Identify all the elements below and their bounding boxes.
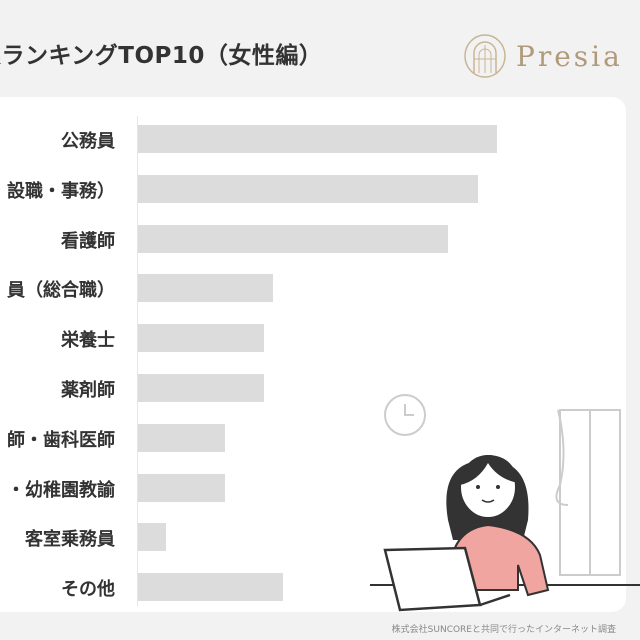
- page-title: 業ランキングTOP10（女性編）: [0, 43, 323, 69]
- category-label: 設職・事務）: [7, 180, 115, 202]
- bar: [138, 523, 166, 552]
- y-axis-line: [137, 116, 138, 606]
- category-label: 員（総合職）: [7, 280, 115, 302]
- woman-laptop-illustration: [370, 394, 640, 612]
- arch-window-icon: [464, 34, 506, 78]
- bar: [138, 324, 264, 353]
- laptop-icon: [383, 546, 511, 612]
- category-label: ・幼稚園教諭: [7, 479, 115, 501]
- clock-icon: [384, 394, 426, 436]
- bar: [138, 374, 264, 402]
- window-illustration: [555, 409, 621, 576]
- bar: [138, 274, 273, 303]
- category-label: 薬剤師: [61, 380, 115, 401]
- category-label: 公務員: [61, 131, 115, 152]
- bar: [138, 573, 284, 602]
- bar: [138, 125, 497, 153]
- logo-text: Presia: [516, 39, 623, 73]
- category-label: 客室乗務員: [25, 529, 115, 551]
- presia-logo: Presia: [462, 33, 623, 79]
- bar: [138, 473, 225, 502]
- category-label: 師・歯科医師: [7, 429, 115, 451]
- category-label: 看護師: [61, 230, 115, 252]
- woman: [446, 455, 550, 597]
- bar: [138, 423, 225, 452]
- bar: [138, 174, 478, 203]
- source-note: 株式会社SUNCOREと共同で行ったインターネット調査: [391, 625, 616, 635]
- category-label: その他: [61, 579, 115, 601]
- category-label: 栄養士: [61, 330, 115, 352]
- bar: [138, 224, 449, 253]
